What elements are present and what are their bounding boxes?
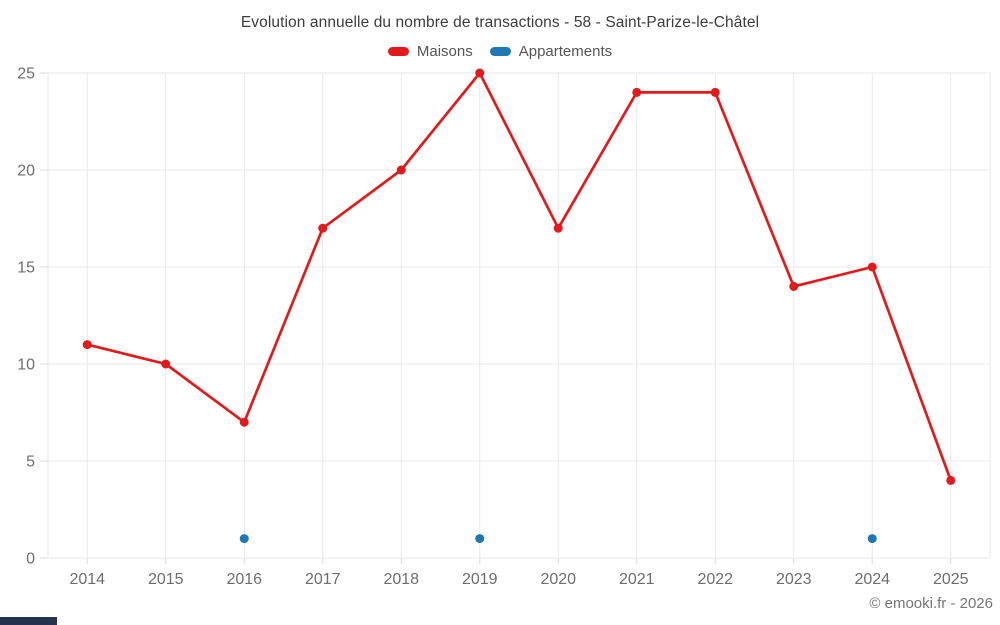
y-axis-label: 20 [17, 163, 35, 180]
copyright-text: © emooki.fr - 2026 [869, 595, 993, 612]
horizontal-scrollbar-thumb[interactable] [0, 617, 57, 625]
appartements-swatch-icon [489, 47, 511, 56]
x-axis-label: 2016 [226, 571, 262, 588]
data-point-maisons[interactable] [632, 87, 642, 97]
x-axis-label: 2014 [69, 571, 105, 588]
x-axis-label: 2021 [619, 571, 655, 588]
legend-label-maisons: Maisons [416, 43, 473, 60]
legend-label-appartements: Appartements [518, 43, 613, 60]
legend-item-maisons[interactable]: Maisons [387, 43, 473, 60]
y-axis-label: 10 [17, 357, 35, 374]
data-point-maisons[interactable] [161, 359, 171, 369]
x-axis-label: 2018 [383, 571, 419, 588]
y-axis-label: 15 [17, 260, 35, 277]
x-axis-label: 2020 [540, 571, 576, 588]
data-point-maisons[interactable] [318, 223, 328, 233]
chart-title: Evolution annuelle du nombre de transact… [240, 14, 760, 31]
data-point-appartements[interactable] [867, 534, 877, 544]
x-axis-label: 2017 [305, 571, 341, 588]
data-point-maisons[interactable] [553, 223, 563, 233]
data-point-maisons[interactable] [475, 68, 485, 78]
data-point-maisons[interactable] [946, 475, 956, 485]
legend-item-appartements[interactable]: Appartements [489, 43, 613, 60]
data-point-maisons[interactable] [239, 417, 249, 427]
data-point-maisons[interactable] [710, 87, 720, 97]
data-point-maisons[interactable] [789, 281, 799, 291]
x-axis-label: 2023 [776, 571, 812, 588]
data-point-maisons[interactable] [867, 262, 877, 272]
data-point-maisons[interactable] [396, 165, 406, 175]
series-line-maisons [85, 71, 953, 482]
x-axis-label: 2022 [697, 571, 733, 588]
maisons-swatch-icon [387, 47, 409, 56]
data-point-maisons[interactable] [82, 340, 92, 350]
x-axis-label: 2019 [462, 571, 498, 588]
y-axis-label: 25 [17, 66, 35, 83]
x-axis-label: 2024 [854, 571, 890, 588]
x-axis-label: 2025 [933, 571, 969, 588]
data-point-appartements[interactable] [239, 534, 249, 544]
legend: Maisons Appartements [0, 43, 1000, 60]
data-point-appartements[interactable] [475, 534, 485, 544]
x-axis-label: 2015 [148, 571, 184, 588]
y-axis-label: 0 [26, 551, 35, 568]
y-axis-label: 5 [26, 454, 35, 471]
